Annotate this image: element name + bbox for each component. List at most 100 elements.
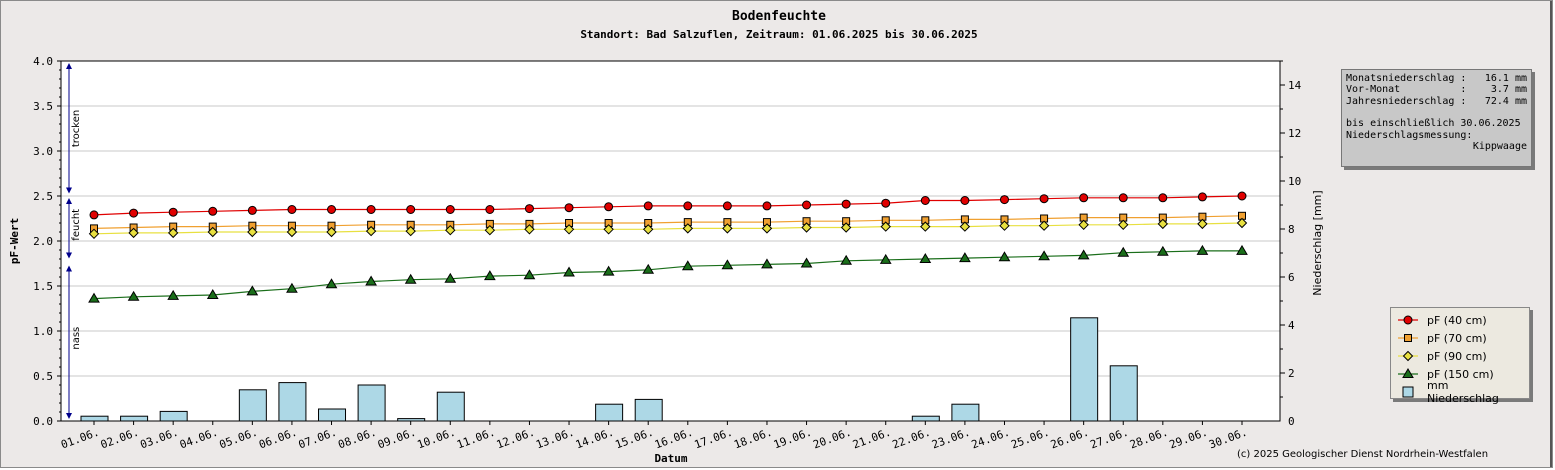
rain-bar [1109,365,1138,422]
y-axis-ticks: 0.0 0.5 1.0 1.5 2.0 2.5 3.0 3.5 4.0 [33,55,61,428]
data-point [604,202,614,212]
y2-tick-label: 12 [1288,127,1301,140]
x-tick-label: 20.06. [811,426,853,452]
x-tick-label: 11.06. [455,426,497,452]
data-point [1118,219,1129,231]
x-tick-label: 13.06. [534,426,576,452]
legend-bar-swatch [1402,386,1414,398]
data-point [563,224,575,235]
data-point [1402,350,1414,362]
data-point [642,263,655,274]
rain-bars [80,317,1138,422]
x-tick-label: 03.06. [138,426,180,452]
measurement-label: Niederschlagsmessung: [1346,129,1473,141]
data-point [485,205,495,214]
data-point [999,195,1009,205]
x-tick-label: 28.06. [1128,426,1170,452]
zone-label-trocken: trocken [71,110,82,147]
data-point [1196,244,1209,255]
x-tick-label: 10.06. [416,426,458,452]
data-point [326,226,337,238]
data-point [208,206,218,216]
data-point [1118,193,1128,203]
data-point [682,223,694,234]
data-point [959,221,971,232]
x-tick-label: 26.06. [1049,426,1091,452]
data-point [602,265,615,276]
x-tick-label: 08.06. [336,426,378,452]
y2-tick-label: 2 [1288,367,1295,380]
y-tick-label: 0.5 [33,370,53,383]
data-point [761,223,773,234]
data-point [960,196,970,205]
data-point [998,251,1011,262]
y-tick-label: 1.0 [33,325,53,338]
data-point [327,205,337,214]
data-point [167,289,180,300]
data-point [247,205,257,215]
data-point [1197,218,1208,230]
x-tick-label: 24.06. [970,426,1012,452]
data-point [762,201,772,211]
yearly-precip-value: 72.4 mm [1484,95,1527,107]
data-point [246,285,259,296]
data-point [1038,220,1050,231]
rain-bar [436,391,465,422]
series-line [93,195,1243,216]
data-point [1404,334,1412,342]
rain-bar [357,384,386,422]
data-point [406,205,416,214]
zone-arrow-head [66,413,72,419]
data-point [840,254,853,265]
y2-tick-label: 10 [1288,175,1301,188]
x-tick-label: 05.06. [218,426,260,452]
y2-axis-ticks: 0 2 4 6 8 10 12 14 [1280,60,1302,428]
data-point [445,205,455,214]
data-point [881,198,891,208]
rain-bar [911,415,940,422]
moisture-zones: trocken feucht nass [66,63,82,419]
zone-label-nass: nass [71,327,82,350]
data-point [1157,218,1169,230]
data-point [523,269,536,280]
y-tick-label: 1.5 [33,280,53,293]
rain-bar [634,398,663,422]
data-point [168,207,178,217]
x-axis-label: Datum [654,452,687,465]
series-line [93,215,1243,229]
prev-month-value: 3.7 mm [1490,84,1527,96]
x-tick-label: 30.06. [1207,426,1249,452]
x-tick-label: 29.06. [1168,426,1210,452]
rain-bar [120,415,149,422]
rain-bar [159,410,188,422]
legend-label: pF (70 cm) [1427,331,1487,345]
data-point [1236,244,1248,255]
yearly-precip-label: Jahresniederschlag : [1346,95,1467,107]
data-point [681,260,694,271]
x-tick-label: 22.06. [891,426,933,452]
data-point [802,200,812,210]
zone-label-feucht: feucht [71,209,82,241]
zone-arrow-head [66,252,72,259]
x-tick-label: 25.06. [1009,426,1051,452]
legend-item: mm Niederschlag [1397,379,1523,405]
chart-subtitle: Standort: Bad Salzuflen, Zeitraum: 01.06… [580,28,977,41]
data-point [524,224,535,235]
data-point [919,253,932,263]
x-tick-label: 16.06. [653,426,695,452]
zone-arrow-head [66,198,72,204]
legend-swatch [1402,386,1414,398]
until-date-text: bis einschließlich 30.06.2025 [1346,118,1521,130]
data-point [879,253,892,264]
x-tick-label: 17.06. [693,426,735,452]
y-axis-label: pF-Wert [8,218,21,264]
monthly-precip-value: 16.1 mm [1484,73,1527,84]
legend-label: pF (150 cm) [1427,367,1494,381]
x-tick-label: 18.06. [732,426,774,452]
series-line [93,222,1243,235]
data-point [643,201,653,211]
legend-swatch [1398,334,1418,342]
data-point [683,201,693,211]
legend-swatch [1398,315,1418,325]
